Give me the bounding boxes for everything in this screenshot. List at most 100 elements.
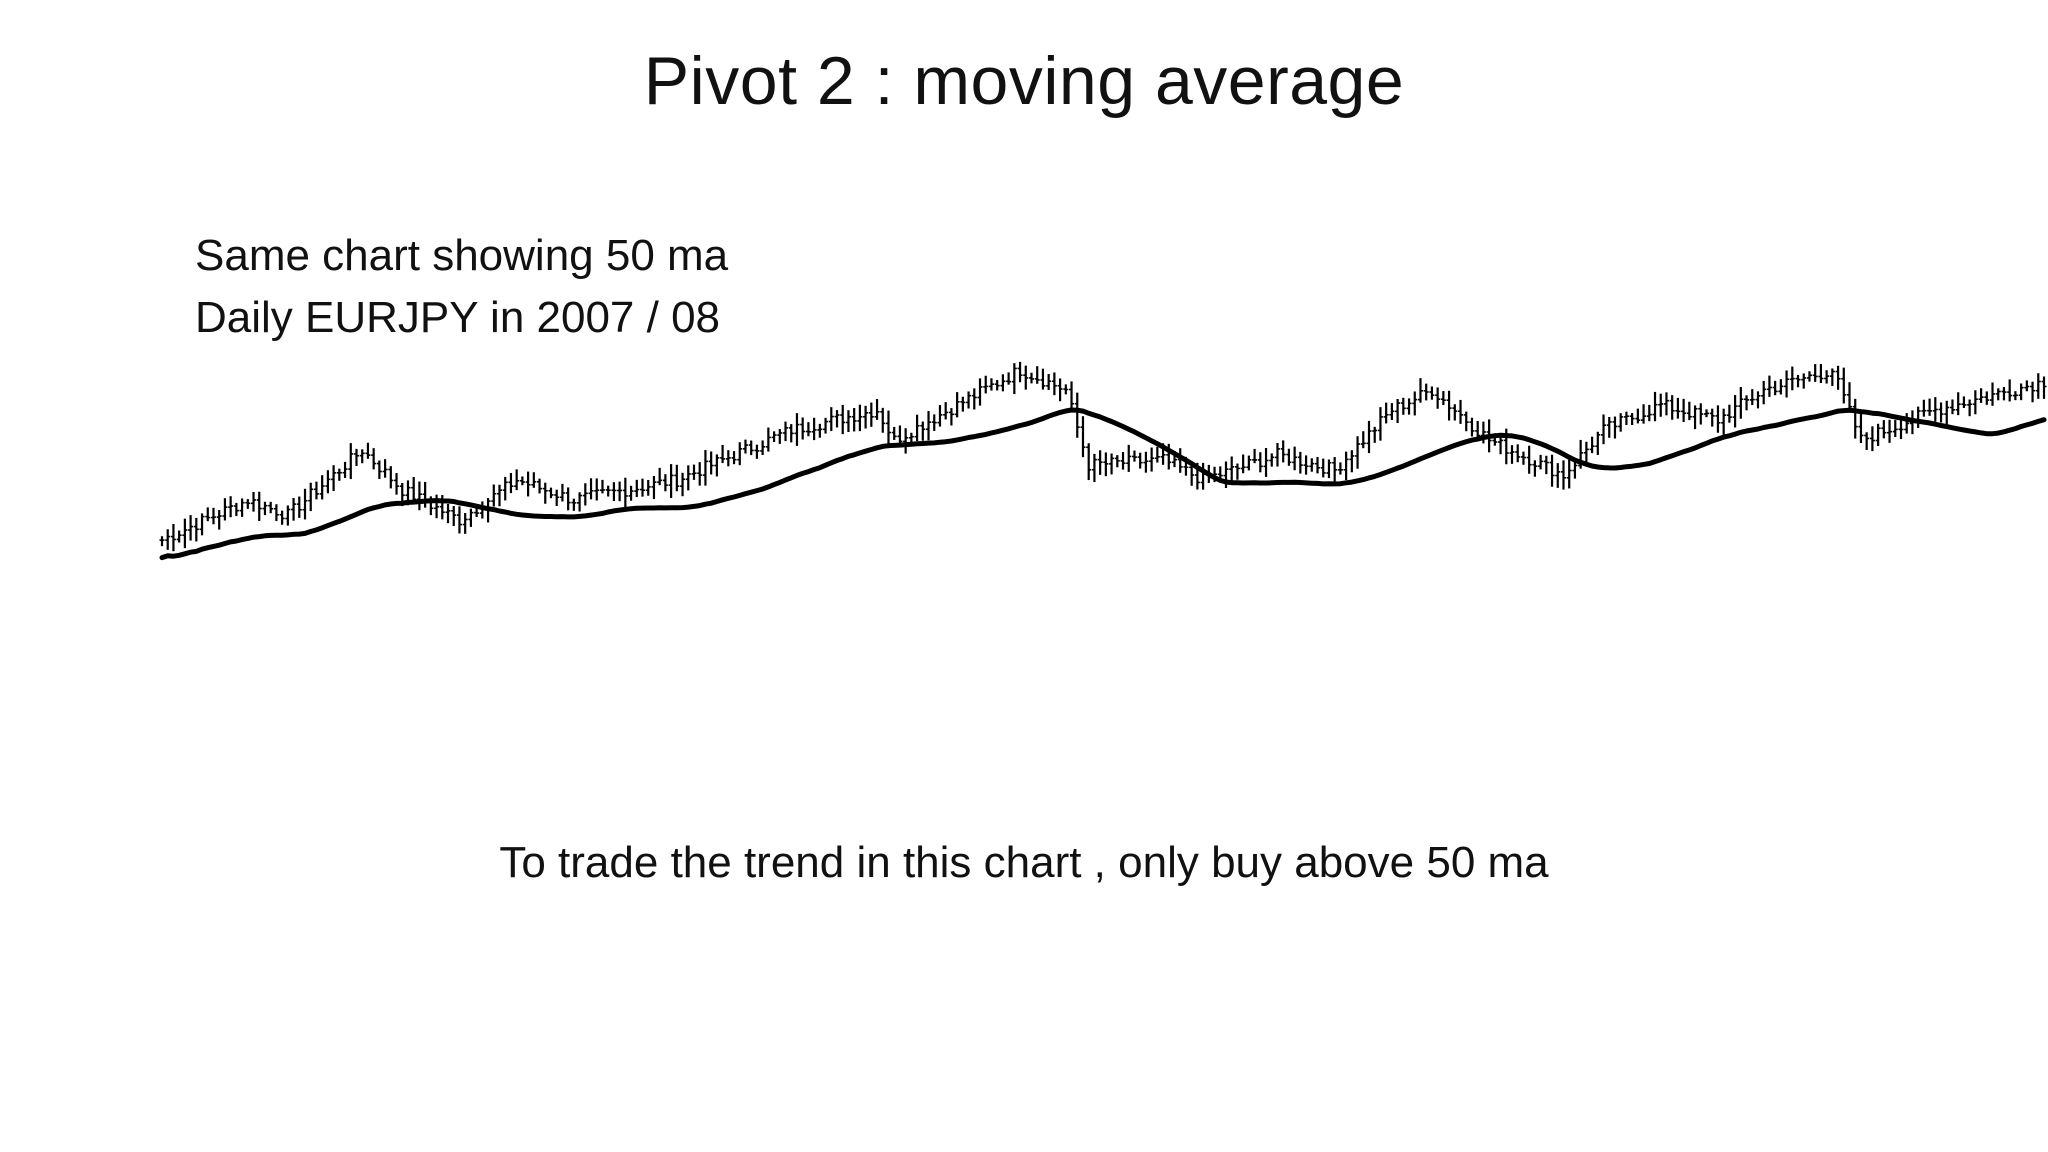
price-bar (216, 510, 222, 530)
price-bar (840, 404, 846, 435)
price-bar (783, 421, 789, 442)
price-bar (1532, 460, 1538, 477)
price-bar (1715, 405, 1721, 433)
price-bar (1051, 372, 1057, 396)
price-bar (708, 451, 714, 475)
price-bar (1292, 446, 1298, 471)
price-bar (336, 468, 342, 481)
price-bar (582, 483, 588, 506)
price-bar (1143, 451, 1149, 473)
price-bar (937, 405, 943, 427)
price-bar (1978, 388, 1984, 403)
price-bar (497, 484, 503, 507)
price-bar (948, 408, 954, 426)
price-bar (1406, 398, 1412, 415)
price-bar (353, 448, 359, 466)
price-bar (548, 487, 554, 499)
price-bar (731, 451, 737, 465)
price-bar (771, 431, 777, 443)
price-bar (908, 432, 914, 443)
price-bar (1972, 390, 1978, 415)
price-bar (1961, 396, 1967, 408)
price-bar (760, 440, 766, 455)
slide-caption: To trade the trend in this chart , only … (499, 838, 1549, 887)
price-bar (1417, 378, 1423, 403)
price-bar (880, 407, 886, 433)
price-bar (971, 388, 977, 410)
price-bar (1572, 460, 1578, 479)
price-bar (376, 460, 382, 479)
price-bar (268, 501, 274, 514)
price-bar (451, 506, 457, 527)
price-bar (1744, 395, 1750, 411)
price-bar (2007, 379, 2013, 402)
price-bar (1063, 384, 1069, 395)
price-bar (1623, 411, 1629, 426)
price-bar (1755, 391, 1761, 409)
price-bar (1240, 454, 1246, 474)
price-bar (874, 399, 880, 420)
price-bar (1583, 441, 1589, 466)
price-bar (1515, 444, 1521, 463)
price-bar (348, 443, 354, 480)
price-bar (931, 414, 937, 431)
price-bar (308, 482, 314, 512)
price-bar (1738, 387, 1744, 419)
price-bar (279, 510, 285, 525)
price-bar (885, 410, 891, 446)
price-bar (617, 481, 623, 502)
price-bar (233, 502, 239, 517)
price-bar (1332, 457, 1338, 483)
price-bar (1086, 443, 1092, 481)
price-bar (1681, 398, 1687, 423)
price-bar (182, 518, 188, 549)
price-bar (1990, 382, 1996, 406)
price-bar (199, 513, 205, 536)
price-bar (628, 485, 634, 501)
price-bar (1280, 440, 1286, 463)
price-bar (1395, 399, 1401, 424)
price-bar (388, 466, 394, 489)
price-bar (1869, 426, 1875, 452)
price-bar (462, 513, 468, 534)
price-bar (491, 484, 497, 507)
price-bar (1818, 364, 1824, 384)
price-bar (1841, 367, 1847, 404)
price-bar (926, 411, 932, 441)
price-bar (863, 405, 869, 429)
price-bar (1131, 450, 1137, 462)
price-bar (1509, 445, 1515, 464)
price-bar (1927, 398, 1933, 416)
price-bar (748, 440, 754, 456)
price-bar (1669, 395, 1675, 420)
subtitle-line-1: Same chart showing 50 ma (195, 231, 729, 280)
price-bar (291, 498, 297, 521)
price-bar (1618, 413, 1624, 432)
price-bar (845, 410, 851, 433)
price-bar (422, 481, 428, 508)
price-bar (794, 413, 800, 446)
price-bar (1784, 370, 1790, 398)
price-bar (1326, 459, 1332, 479)
price-bar (823, 417, 829, 434)
price-bar (394, 472, 400, 495)
price-bar (674, 464, 680, 492)
price-bar (302, 488, 308, 520)
price-bar (697, 462, 703, 486)
price-bar (1543, 455, 1549, 475)
price-bar (1126, 444, 1132, 472)
price-bar (1011, 363, 1017, 395)
price-bar (1892, 420, 1898, 437)
price-bar (588, 478, 594, 500)
price-bar (1017, 361, 1023, 383)
price-bar (954, 392, 960, 418)
price-bar (256, 491, 262, 521)
price-bar (1120, 452, 1126, 470)
price-bar (1875, 423, 1881, 446)
price-bar (1526, 445, 1532, 474)
price-bar (251, 492, 257, 512)
price-bar (611, 482, 617, 502)
price-bar (988, 378, 994, 391)
price-bar (1772, 380, 1778, 396)
